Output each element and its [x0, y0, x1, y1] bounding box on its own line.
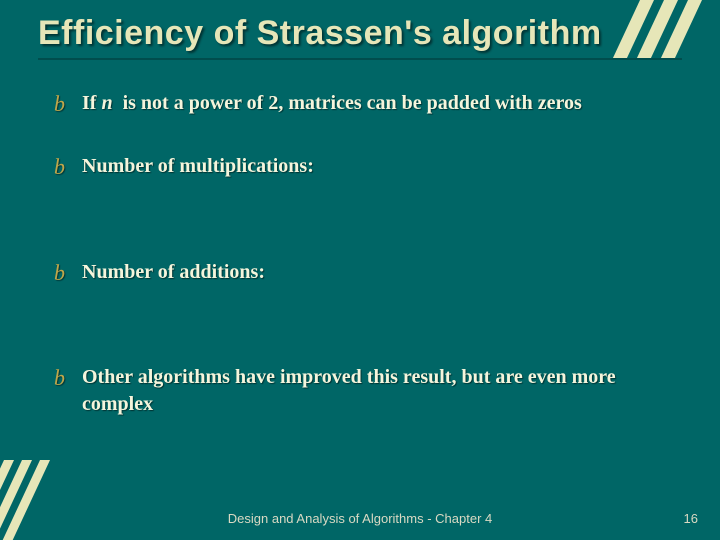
bullet-text: Number of multiplications: — [82, 153, 690, 180]
bullet-text: If n is not a power of 2, matrices can b… — [82, 90, 690, 117]
title-underline — [38, 58, 682, 60]
bullet-text: Number of additions: — [82, 259, 690, 286]
footer-text: Design and Analysis of Algorithms - Chap… — [0, 511, 720, 526]
slide: Efficiency of Strassen's algorithm b If … — [0, 0, 720, 540]
slide-title: Efficiency of Strassen's algorithm — [38, 14, 602, 53]
bullet-item: b Other algorithms have improved this re… — [54, 364, 690, 418]
bullet-item: b Number of multiplications: — [54, 153, 690, 180]
page-number: 16 — [684, 511, 698, 526]
bullet-item: b Number of additions: — [54, 259, 690, 286]
bullet-marker-icon: b — [54, 153, 82, 180]
slide-body: b If n is not a power of 2, matrices can… — [54, 90, 690, 418]
bullet-text: Other algorithms have improved this resu… — [82, 364, 690, 418]
bullet-marker-icon: b — [54, 90, 82, 117]
bullet-item: b If n is not a power of 2, matrices can… — [54, 90, 690, 117]
bullet-marker-icon: b — [54, 259, 82, 286]
decoration-stripes-top-right — [600, 0, 720, 80]
bullet-marker-icon: b — [54, 364, 82, 391]
